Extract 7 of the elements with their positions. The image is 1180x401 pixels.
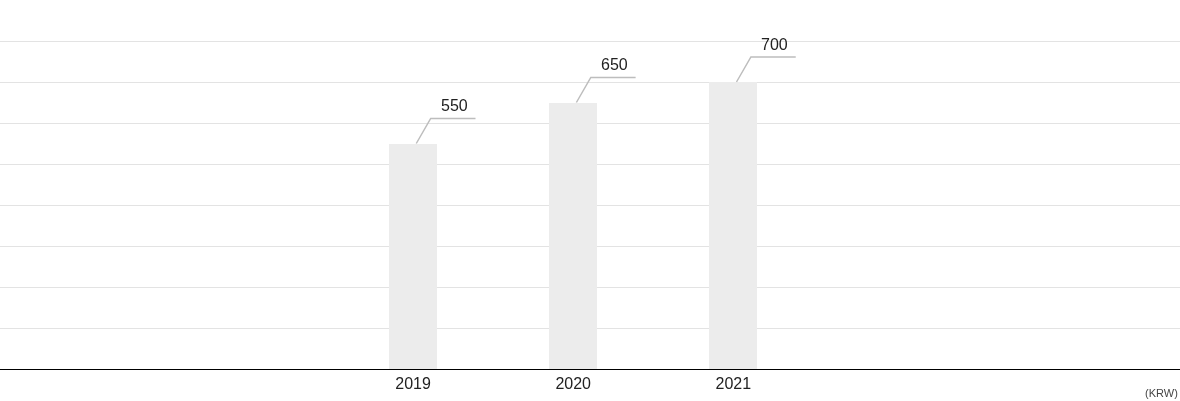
data-label: 550 [441,97,468,114]
data-label: 650 [601,56,628,73]
x-tick-label: 2019 [395,375,431,393]
text: (KRW) [1145,387,1178,399]
x-tick-label: 2021 [715,375,752,393]
data-label: 700 [761,36,788,53]
x-tick-label: 2020 [555,375,592,393]
